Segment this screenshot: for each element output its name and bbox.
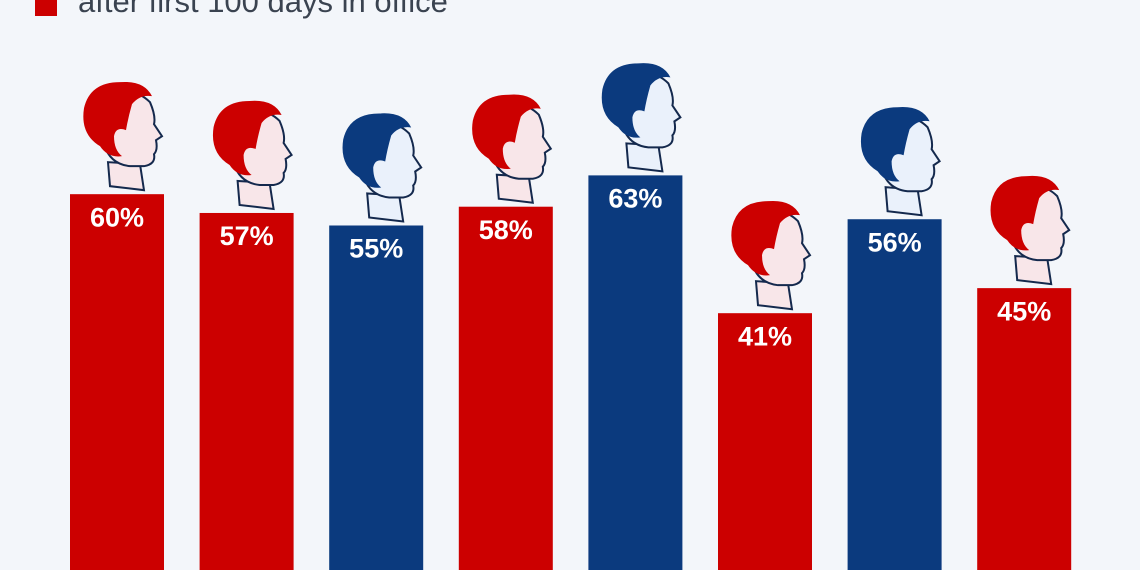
value-label: 55% [349, 234, 403, 264]
hair [990, 175, 1060, 251]
bar [70, 194, 164, 570]
bar [847, 219, 942, 570]
bar [588, 175, 683, 570]
bar [977, 288, 1072, 570]
value-label: 41% [738, 321, 792, 351]
head-icon [731, 200, 812, 311]
hair [731, 200, 800, 276]
hair [342, 113, 412, 188]
head-icon [601, 63, 682, 173]
value-label: 60% [90, 202, 144, 232]
value-label: 58% [479, 215, 533, 245]
hair [601, 63, 671, 138]
hair [212, 100, 282, 176]
head-icon [83, 81, 164, 192]
bar [458, 206, 553, 570]
bar [718, 313, 812, 570]
legend-swatch [35, 0, 57, 16]
head-icon [990, 175, 1071, 286]
legend-label: after first 100 days in office [78, 0, 448, 19]
hair [472, 94, 541, 169]
hair [83, 81, 152, 157]
head-icon [860, 107, 941, 217]
hair [860, 107, 930, 182]
head-icon [472, 94, 553, 204]
bar [199, 212, 294, 570]
value-label: 57% [220, 221, 274, 251]
value-label: 56% [868, 227, 922, 257]
value-label: 63% [608, 184, 662, 214]
head-icon [342, 113, 423, 223]
head-icon [212, 100, 293, 211]
bar [329, 225, 424, 570]
value-label: 45% [997, 296, 1051, 326]
